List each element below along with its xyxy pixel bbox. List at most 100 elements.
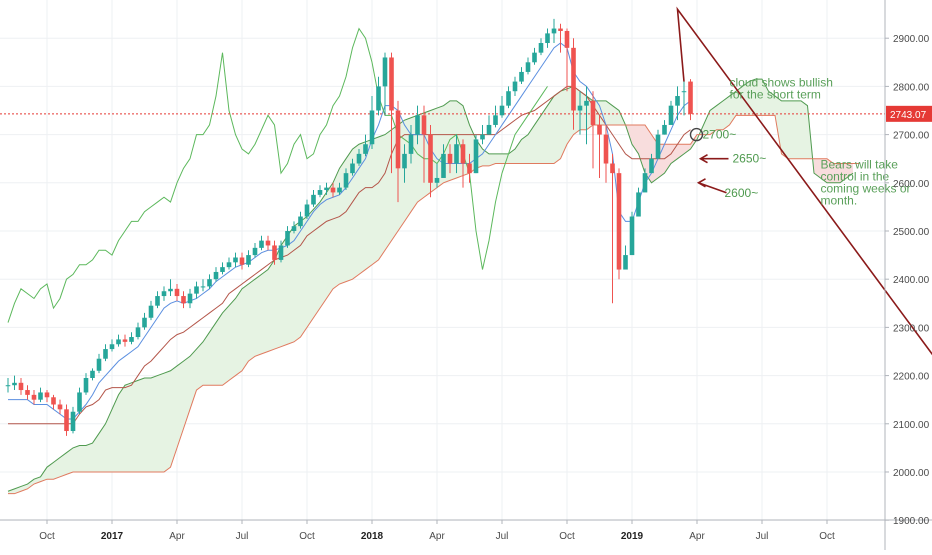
candle-body	[181, 296, 186, 303]
cloud-segment	[684, 144, 691, 154]
candle-body	[266, 241, 271, 246]
candle-body	[149, 306, 154, 318]
cloud-segment	[158, 373, 165, 472]
cloud-segment	[119, 385, 126, 472]
candle-body	[389, 57, 394, 110]
candle-body	[597, 125, 602, 135]
candle	[591, 91, 596, 168]
candle	[90, 368, 95, 380]
y-tick-label: 2100.00	[893, 420, 930, 431]
cloud-segment	[262, 270, 269, 354]
candle-body	[305, 204, 310, 216]
cloud-segment	[327, 183, 334, 299]
candle-body	[90, 371, 95, 378]
cloud-segment	[314, 202, 321, 318]
candle-body	[253, 248, 258, 255]
candle	[240, 253, 245, 270]
x-tick-label: 2019	[621, 531, 644, 542]
candle-body	[344, 173, 349, 187]
candle	[311, 190, 316, 207]
candle-body	[207, 279, 212, 286]
cloud-segment	[528, 125, 535, 164]
candle-body	[682, 91, 687, 92]
candle-body	[298, 217, 303, 227]
level-label-2650: 2650~	[733, 152, 767, 166]
candle-body	[272, 245, 277, 259]
candle	[539, 38, 544, 55]
cloud-segment	[788, 101, 795, 159]
candle	[110, 339, 115, 351]
candle-body	[162, 291, 167, 296]
cloud-segment	[28, 479, 35, 489]
cloud-segment	[795, 101, 802, 159]
y-tick-label: 2800.00	[893, 82, 930, 93]
cloud-segment	[255, 274, 262, 356]
candle-body	[467, 164, 472, 174]
y-tick-label: 2600.00	[893, 179, 930, 190]
x-tick-label: Oct	[559, 531, 575, 542]
x-tick-label: Apr	[169, 531, 185, 542]
cloud-segment	[333, 168, 340, 288]
candle-body	[506, 91, 511, 105]
x-tick-label: Apr	[429, 531, 445, 542]
candle-body	[45, 392, 50, 397]
cloud-segment	[301, 217, 308, 337]
candle-body	[188, 294, 193, 304]
candle-body	[331, 188, 336, 193]
candle-body	[565, 31, 570, 48]
candle-body	[415, 115, 420, 134]
x-tick-label: Oct	[819, 531, 835, 542]
candle-body	[155, 296, 160, 306]
cloud-segment	[138, 378, 145, 472]
candle-body	[175, 289, 180, 296]
candle-body	[6, 385, 11, 386]
candle	[58, 400, 63, 414]
candle	[38, 388, 43, 402]
x-tick-label: Jul	[236, 531, 249, 542]
cloud-segment	[151, 376, 158, 472]
candle-body	[630, 217, 635, 256]
candle	[552, 19, 557, 43]
candle-body	[350, 164, 355, 174]
candle-body	[610, 164, 615, 174]
annotation-text-5: month.	[821, 193, 858, 207]
cloud-segment	[554, 91, 561, 163]
candle	[25, 385, 30, 399]
candle-body	[669, 106, 674, 125]
candle	[77, 388, 82, 415]
cloud-segment	[242, 284, 249, 371]
cloud-segment	[210, 323, 217, 386]
candle	[97, 354, 102, 373]
candle	[545, 29, 550, 48]
candle	[201, 279, 206, 291]
candle-body	[604, 135, 609, 164]
y-tick-label: 2900.00	[893, 34, 930, 45]
candle	[162, 286, 167, 300]
y-tick-label: 2300.00	[893, 323, 930, 334]
candle-body	[649, 159, 654, 173]
candle	[246, 250, 251, 267]
candle	[506, 86, 511, 108]
candle-body	[110, 344, 115, 349]
candle	[513, 77, 518, 96]
candle-body	[285, 231, 290, 245]
candle-body	[532, 53, 537, 63]
candle	[662, 120, 667, 134]
candle-body	[526, 62, 531, 72]
y-tick-label: 2700.00	[893, 131, 930, 142]
candle-body	[136, 327, 141, 337]
candle	[487, 115, 492, 134]
cloud-segment	[216, 313, 223, 385]
candle	[623, 245, 628, 269]
cloud-segment	[249, 279, 256, 361]
cloud-segment	[450, 101, 457, 181]
cloud-segment	[197, 342, 204, 390]
candle-body	[240, 258, 245, 265]
cloud-segment	[86, 443, 93, 472]
candle-body	[688, 82, 693, 114]
cloud-segment	[385, 130, 392, 250]
candle-body	[662, 125, 667, 135]
candle-body	[441, 154, 446, 178]
